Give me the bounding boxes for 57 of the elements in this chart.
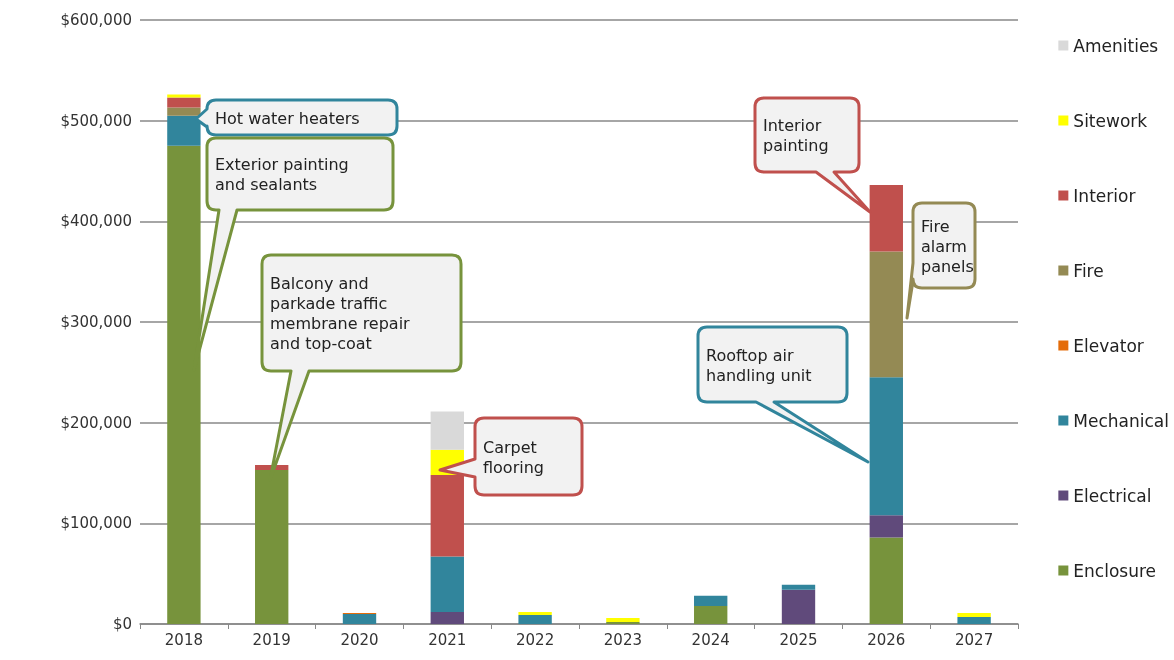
bar <box>167 97 201 108</box>
bar <box>694 595 728 606</box>
annotation: Carpet flooring <box>483 437 544 477</box>
x-tick-label: 2020 <box>340 630 379 649</box>
x-tick-label: 2024 <box>691 630 730 649</box>
bar <box>957 612 991 617</box>
legend-label: Sitework <box>1073 110 1148 131</box>
x-tick-label: 2023 <box>603 630 642 649</box>
bar <box>781 584 816 590</box>
bar <box>869 537 903 624</box>
legend-label: Enclosure <box>1073 560 1157 581</box>
y-tick-label: $300,000 <box>60 313 132 331</box>
bar <box>342 613 377 624</box>
legend-label: Amenities <box>1073 35 1159 56</box>
legend-label: Interior <box>1073 185 1136 206</box>
x-tick-label: 2027 <box>955 630 994 649</box>
legend-label: Electrical <box>1073 485 1152 506</box>
annotation: Balcony and parkade traffic membrane repair and top-coat <box>270 274 411 353</box>
bar <box>430 411 464 450</box>
annotation: Interior painting <box>763 116 829 155</box>
bar <box>869 377 903 516</box>
y-tick-label: $100,000 <box>60 514 132 533</box>
bar <box>167 107 201 116</box>
bar <box>694 605 728 624</box>
bar <box>869 185 903 252</box>
y-tick-label: $0 <box>112 615 132 633</box>
x-tick-label: 2026 <box>867 630 906 649</box>
annotation: Fire alarm panels <box>921 216 974 276</box>
bar <box>518 611 552 615</box>
x-tick-label: 2025 <box>779 630 818 649</box>
bar <box>255 469 289 624</box>
x-tick-label: 2019 <box>252 630 291 649</box>
x-tick-label: 2022 <box>516 630 555 649</box>
bar <box>430 475 464 557</box>
y-tick-label: $500,000 <box>60 111 132 130</box>
legend-label: Mechanical <box>1073 410 1170 431</box>
bar <box>781 589 816 624</box>
annotation: Rooftop air handling unit <box>706 345 812 385</box>
annotation: Exterior painting and sealants <box>215 155 349 194</box>
bar <box>518 614 552 624</box>
bar <box>167 94 201 98</box>
legend-label: Elevator <box>1073 335 1144 356</box>
annotation: Hot water heaters <box>215 108 360 128</box>
bar <box>606 617 640 622</box>
y-tick-label: $400,000 <box>60 212 132 231</box>
bar <box>606 621 640 624</box>
legend-label: Fire <box>1073 260 1104 281</box>
bar <box>430 611 464 624</box>
bar <box>167 145 201 624</box>
bar <box>869 515 903 538</box>
y-tick-label: $200,000 <box>60 413 132 432</box>
bar <box>430 556 464 612</box>
bar <box>957 616 991 624</box>
y-tick-label: $600,000 <box>60 11 132 29</box>
x-tick-label: 2021 <box>428 630 467 649</box>
bar <box>167 115 201 146</box>
x-tick-label: 2018 <box>164 630 203 649</box>
